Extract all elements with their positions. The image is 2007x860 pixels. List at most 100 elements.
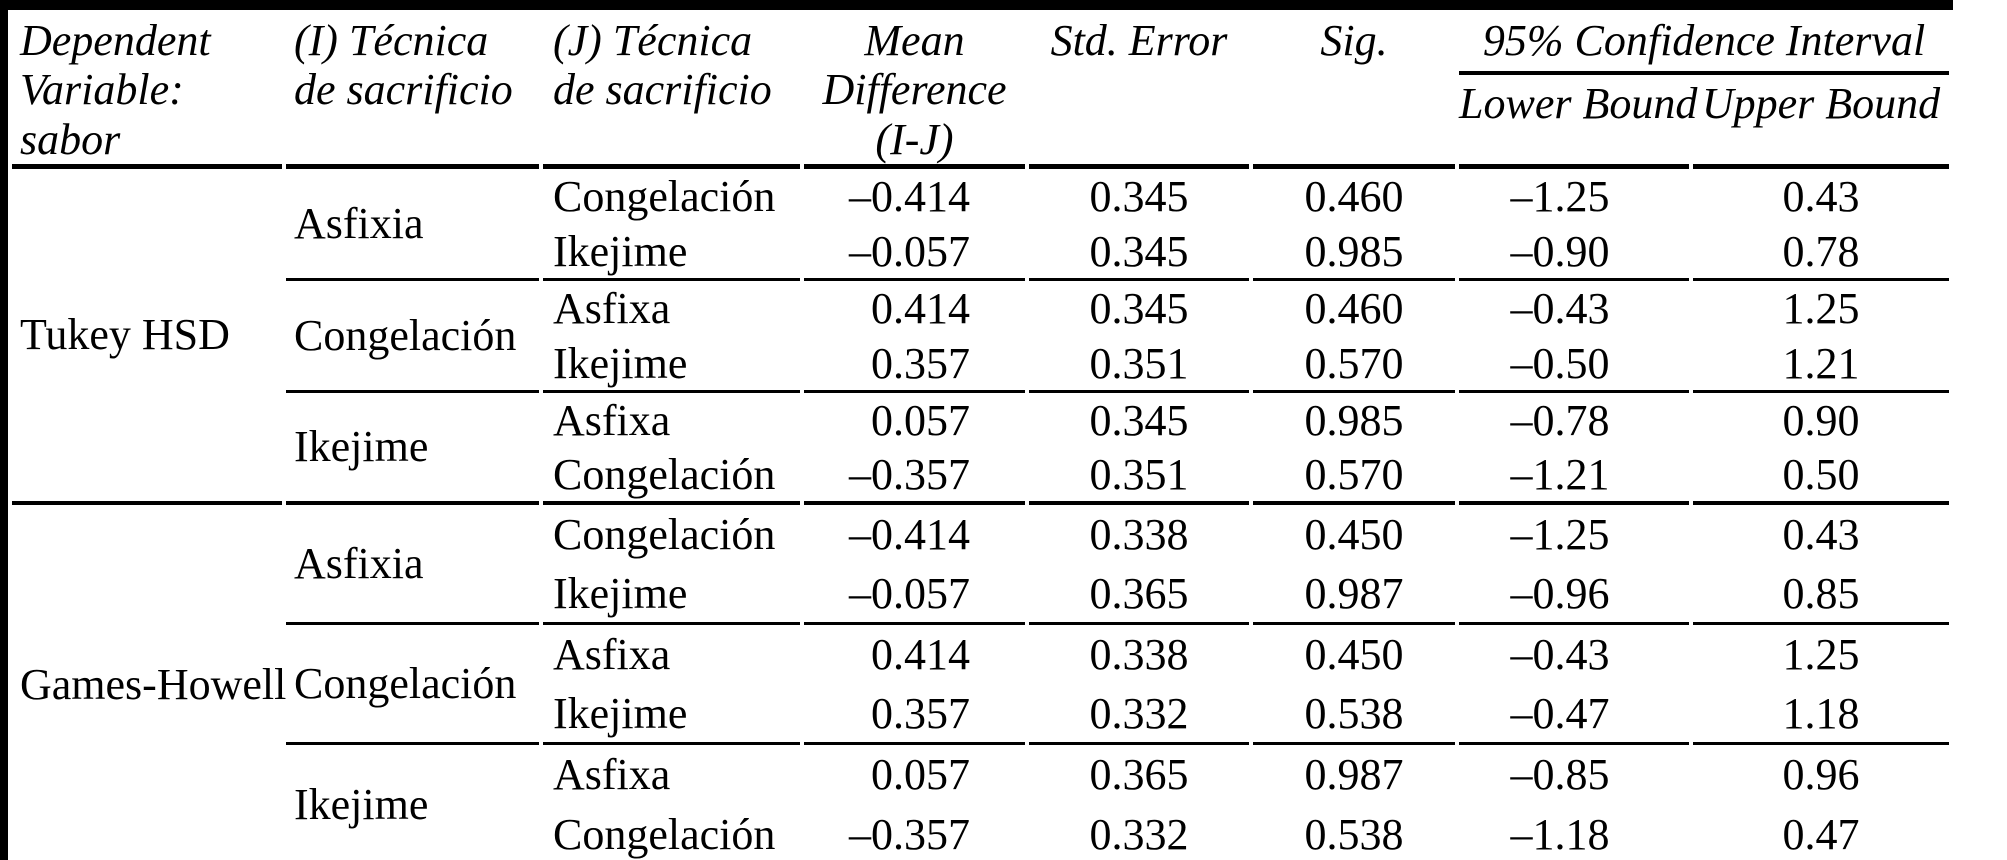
mean-difference-cell: 0.057: [871, 750, 970, 800]
table-row: Congelación Asfixa 0.414 0.338 0.450 –0.43 1.2…: [12, 625, 1949, 745]
std-error-cell: 0.332: [1089, 810, 1189, 860]
j-technique-cell: Ikejime: [543, 225, 800, 281]
sig-cell: 0.987: [1253, 565, 1455, 625]
lower-bound-cell: –0.43: [1510, 284, 1610, 334]
mean-difference-cell: –0.057: [804, 565, 1025, 625]
sig-cell: 0.538: [1304, 810, 1404, 860]
table-row: Congelación –0.357 0.351 0.570 –1.21 0.50: [12, 449, 1950, 505]
j-technique-cell: Asfixa: [553, 396, 671, 446]
lower-bound-cell: –0.90: [1459, 225, 1689, 281]
sig-cell: 0.985: [1304, 396, 1404, 446]
sig-cell: 0.987: [1304, 750, 1404, 800]
j-technique-cell: Congelación: [553, 510, 776, 560]
sig-cell: 0.450: [1304, 630, 1404, 680]
sig-cell: 0.460: [1304, 172, 1404, 222]
upper-bound-cell: 0.43: [1782, 172, 1860, 222]
upper-bound-cell: 0.90: [1782, 396, 1860, 446]
j-technique-cell: Congelación: [553, 172, 776, 222]
upper-bound-cell: 0.50: [1693, 449, 1950, 505]
upper-bound-cell: 1.25: [1782, 630, 1860, 680]
i-technique-cell: Ikejime: [294, 780, 429, 830]
method-cell: Games-Howell: [20, 660, 287, 710]
upper-bound-cell: 0.47: [1782, 810, 1860, 860]
mean-difference-cell: 0.414: [871, 284, 970, 334]
j-technique-cell: Ikejime: [543, 685, 800, 745]
mean-difference-cell: –0.357: [849, 810, 970, 860]
j-technique-cell: Asfixa: [553, 750, 671, 800]
header-j-technique: (J) Técnica de sacrificio: [543, 10, 800, 169]
std-error-cell: 0.345: [1029, 225, 1249, 281]
mean-difference-cell: –0.414: [849, 510, 970, 560]
std-error-cell: 0.365: [1029, 565, 1249, 625]
std-error-cell: 0.332: [1029, 685, 1249, 745]
header-lower-bound: Lower Bound: [1459, 75, 1697, 169]
sig-cell: 0.570: [1253, 449, 1455, 505]
j-technique-cell: Congelación: [543, 449, 800, 505]
lower-bound-cell: –1.18: [1510, 810, 1610, 860]
table-row: Ikejime –0.057 0.345 0.985 –0.90 0.78: [12, 225, 1950, 281]
sig-cell: 0.450: [1304, 510, 1404, 560]
header-upper-bound: Upper Bound: [1693, 75, 1950, 169]
std-error-cell: 0.345: [1089, 172, 1189, 222]
upper-bound-cell: 0.85: [1693, 565, 1950, 625]
lower-bound-cell: –1.25: [1510, 510, 1610, 560]
lower-bound-cell: –0.43: [1510, 630, 1610, 680]
sig-cell: 0.570: [1253, 337, 1455, 393]
i-technique-cell: Congelación: [286, 625, 539, 745]
sig-cell: 0.538: [1253, 685, 1455, 745]
posthoc-comparison-table: Dependent Variable: sabor (I) Técnica de…: [0, 0, 1954, 860]
table-row: Ikejime –0.057 0.365 0.987 –0.96 0.85: [12, 565, 1950, 625]
mean-difference-cell: –0.057: [804, 225, 1025, 281]
lower-bound-cell: –0.47: [1459, 685, 1689, 745]
lower-bound-cell: –0.78: [1510, 396, 1610, 446]
j-technique-cell: Asfixa: [553, 630, 671, 680]
std-error-cell: 0.365: [1089, 750, 1189, 800]
std-error-cell: 0.345: [1089, 284, 1189, 334]
table-row: Ikejime 0.357 0.351 0.570 –0.50 1.21: [12, 337, 1950, 393]
upper-bound-cell: 1.25: [1782, 284, 1860, 334]
upper-bound-cell: 0.78: [1693, 225, 1950, 281]
sig-cell: 0.985: [1253, 225, 1455, 281]
table-row: Congelación Asfixa 0.414 0.345 0.460 –0.43 1.2…: [12, 281, 1949, 393]
std-error-cell: 0.345: [1089, 396, 1189, 446]
table-row: Tukey HSD Asfixia Congelación –0.414 0.345 0.…: [12, 169, 1949, 505]
header-sig: Sig.: [1253, 10, 1455, 169]
mean-difference-cell: –0.357: [804, 449, 1025, 505]
lower-bound-cell: –0.96: [1459, 565, 1689, 625]
upper-bound-cell: 0.96: [1782, 750, 1860, 800]
j-technique-cell: Ikejime: [543, 565, 800, 625]
mean-difference-cell: 0.057: [871, 396, 970, 446]
header-row-bounds: Lower Bound Upper Bound: [12, 75, 1950, 169]
lower-bound-cell: –1.21: [1459, 449, 1689, 505]
std-error-cell: 0.351: [1029, 337, 1249, 393]
j-technique-cell: Ikejime: [543, 337, 800, 393]
header-dependent-variable: Dependent Variable: sabor: [12, 10, 282, 169]
header-mean-difference: Mean Difference (I-J): [804, 10, 1025, 169]
j-technique-cell: Asfixa: [553, 284, 671, 334]
header-confidence-interval: 95% Confidence Interval: [1459, 10, 1950, 75]
lower-bound-cell: –0.50: [1459, 337, 1689, 393]
sig-cell: 0.460: [1304, 284, 1404, 334]
table-header: Dependent Variable: sabor (I) Técnica de…: [12, 10, 1950, 169]
table-row: Congelación –0.357 0.332 0.538 –1.18 0.47: [12, 805, 1949, 860]
lower-bound-cell: –1.25: [1510, 172, 1610, 222]
table-row: Ikejime Asfixa 0.057 0.365 0.987 –0.85 0.96: [12, 745, 1949, 829]
header-row-top: Dependent Variable: sabor (I) Técnica de…: [12, 10, 1950, 169]
table-row: Ikejime Asfixa 0.057 0.345 0.985 –0.78 0.90: [12, 393, 1949, 505]
table-body: Tukey HSD Asfixia Congelación –0.414 0.345 0.…: [12, 169, 1950, 860]
std-error-cell: 0.351: [1029, 449, 1249, 505]
std-error-cell: 0.338: [1089, 630, 1189, 680]
table-row: Ikejime 0.357 0.332 0.538 –0.47 1.18: [12, 685, 1950, 745]
upper-bound-cell: 1.21: [1693, 337, 1950, 393]
i-technique-cell: Ikejime: [286, 393, 539, 505]
table-row: Games-Howell Asfixia Congelación –0.414 0.33…: [12, 505, 1949, 709]
i-technique-cell: Asfixia: [286, 169, 539, 281]
method-cell: Tukey HSD: [12, 169, 282, 505]
header-std-error: Std. Error: [1029, 10, 1249, 169]
header-i-technique: (I) Técnica de sacrificio: [286, 10, 539, 169]
j-technique-cell: Congelación: [553, 810, 776, 860]
mean-difference-cell: 0.357: [804, 337, 1025, 393]
i-technique-cell: Asfixia: [286, 505, 539, 625]
mean-difference-cell: 0.414: [871, 630, 970, 680]
